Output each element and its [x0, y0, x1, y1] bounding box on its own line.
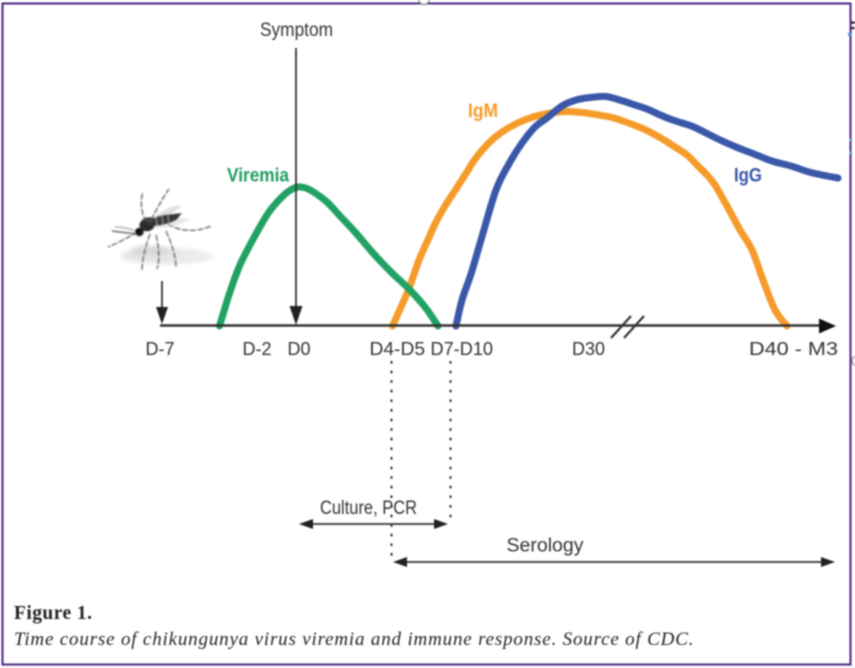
svg-text:D-2: D-2 — [242, 339, 271, 359]
svg-text:IgM: IgM — [468, 101, 498, 122]
svg-text:D7-D10: D7-D10 — [431, 339, 494, 359]
svg-text:Serology: Serology — [507, 535, 584, 557]
svg-text:Symptom: Symptom — [260, 19, 333, 41]
svg-text:D40 - M3: D40 - M3 — [749, 339, 838, 359]
svg-text:D0: D0 — [287, 339, 310, 359]
svg-text:Culture, PCR: Culture, PCR — [320, 497, 417, 519]
svg-text:D4-D5: D4-D5 — [370, 339, 426, 359]
svg-text:Viremia: Viremia — [227, 166, 289, 187]
svg-text:D30: D30 — [572, 339, 605, 359]
svg-text:IgG: IgG — [734, 166, 762, 187]
svg-text:D-7: D-7 — [145, 339, 174, 359]
